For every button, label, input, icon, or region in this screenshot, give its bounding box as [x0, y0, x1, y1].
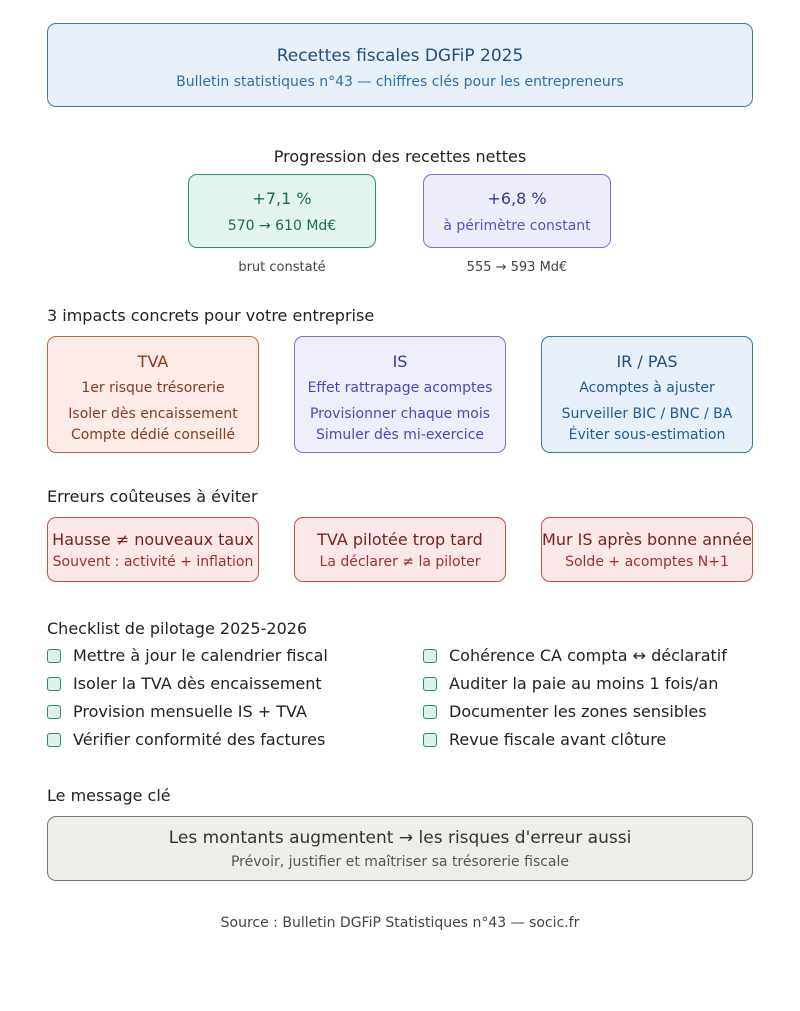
error-card: Mur IS après bonne année Solde + acompte…	[541, 517, 753, 582]
checklist-item: Cohérence CA compta ↔ déclaratif	[449, 646, 727, 665]
message-heading: Le message clé	[47, 786, 171, 805]
impact-card-ir-pas: IR / PAS Acomptes à ajuster Surveiller B…	[541, 336, 753, 453]
impact-card-is: IS Effet rattrapage acomptes Provisionne…	[294, 336, 506, 453]
impacts-heading: 3 impacts concrets pour votre entreprise	[47, 306, 375, 325]
impact-line: Surveiller BIC / BNC / BA	[561, 406, 733, 422]
checkbox[interactable]	[423, 733, 437, 747]
progression-caption: brut constaté	[238, 260, 326, 275]
impact-title: IR / PAS	[616, 352, 678, 371]
impact-title: TVA	[137, 352, 169, 371]
error-card: TVA pilotée trop tard La déclarer ≠ la p…	[294, 517, 506, 582]
header-banner: Recettes fiscales DGFiP 2025 Bulletin st…	[47, 23, 753, 107]
error-title: Hausse ≠ nouveaux taux	[52, 530, 254, 549]
error-detail: Souvent : activité + inflation	[52, 554, 254, 570]
checkbox[interactable]	[423, 649, 437, 663]
progression-heading: Progression des recettes nettes	[273, 147, 527, 166]
progression-value: +6,8 %	[487, 189, 547, 208]
progression-caption: 555 → 593 Md€	[466, 260, 568, 275]
impact-title: IS	[392, 352, 408, 371]
progression-card-constant: +6,8 % à périmètre constant	[423, 174, 611, 248]
checklist-item: Auditer la paie au moins 1 fois/an	[449, 674, 719, 693]
progression-detail: 570 → 610 Md€	[227, 218, 337, 234]
error-title: TVA pilotée trop tard	[317, 530, 483, 549]
progression-card-brut: +7,1 % 570 → 610 Md€	[188, 174, 376, 248]
error-detail: La déclarer ≠ la piloter	[319, 554, 481, 570]
checklist-item: Provision mensuelle IS + TVA	[73, 702, 307, 721]
progression-detail: à périmètre constant	[443, 218, 591, 234]
error-title: Mur IS après bonne année	[542, 530, 752, 549]
checkbox[interactable]	[47, 705, 61, 719]
checkbox[interactable]	[47, 677, 61, 691]
impact-card-tva: TVA 1er risque trésorerie Isoler dès enc…	[47, 336, 259, 453]
impact-line: Éviter sous-estimation	[568, 427, 726, 443]
checklist-item: Vérifier conformité des factures	[73, 730, 326, 749]
checklist-item: Revue fiscale avant clôture	[449, 730, 667, 749]
errors-heading: Erreurs coûteuses à éviter	[47, 487, 258, 506]
checklist-item: Mettre à jour le calendrier fiscal	[73, 646, 328, 665]
page-title: Recettes fiscales DGFiP 2025	[276, 46, 524, 66]
checkbox[interactable]	[423, 677, 437, 691]
impact-line: Acomptes à ajuster	[579, 380, 715, 396]
error-card: Hausse ≠ nouveaux taux Souvent : activit…	[47, 517, 259, 582]
progression-value: +7,1 %	[252, 189, 312, 208]
impact-line: Compte dédié conseillé	[70, 427, 236, 443]
key-message-box: Les montants augmentent → les risques d'…	[47, 816, 753, 881]
impact-line: Isoler dès encaissement	[68, 406, 238, 422]
checklist-heading: Checklist de pilotage 2025-2026	[47, 619, 308, 638]
checklist-item: Documenter les zones sensibles	[449, 702, 707, 721]
impact-line: 1er risque trésorerie	[81, 380, 225, 396]
checkbox[interactable]	[47, 649, 61, 663]
page-subtitle: Bulletin statistiques n°43 — chiffres cl…	[176, 74, 624, 90]
checkbox[interactable]	[423, 705, 437, 719]
checklist-item: Isoler la TVA dès encaissement	[73, 674, 322, 693]
impact-line: Provisionner chaque mois	[309, 406, 491, 422]
checkbox[interactable]	[47, 733, 61, 747]
error-detail: Solde + acomptes N+1	[565, 554, 729, 570]
key-message-line2: Prévoir, justifier et maîtriser sa tréso…	[230, 854, 570, 870]
key-message-line1: Les montants augmentent → les risques d'…	[168, 828, 632, 848]
source-note: Source : Bulletin DGFiP Statistiques n°4…	[220, 915, 580, 931]
impact-line: Simuler dès mi-exercice	[316, 427, 484, 443]
impact-line: Effet rattrapage acomptes	[307, 380, 493, 396]
